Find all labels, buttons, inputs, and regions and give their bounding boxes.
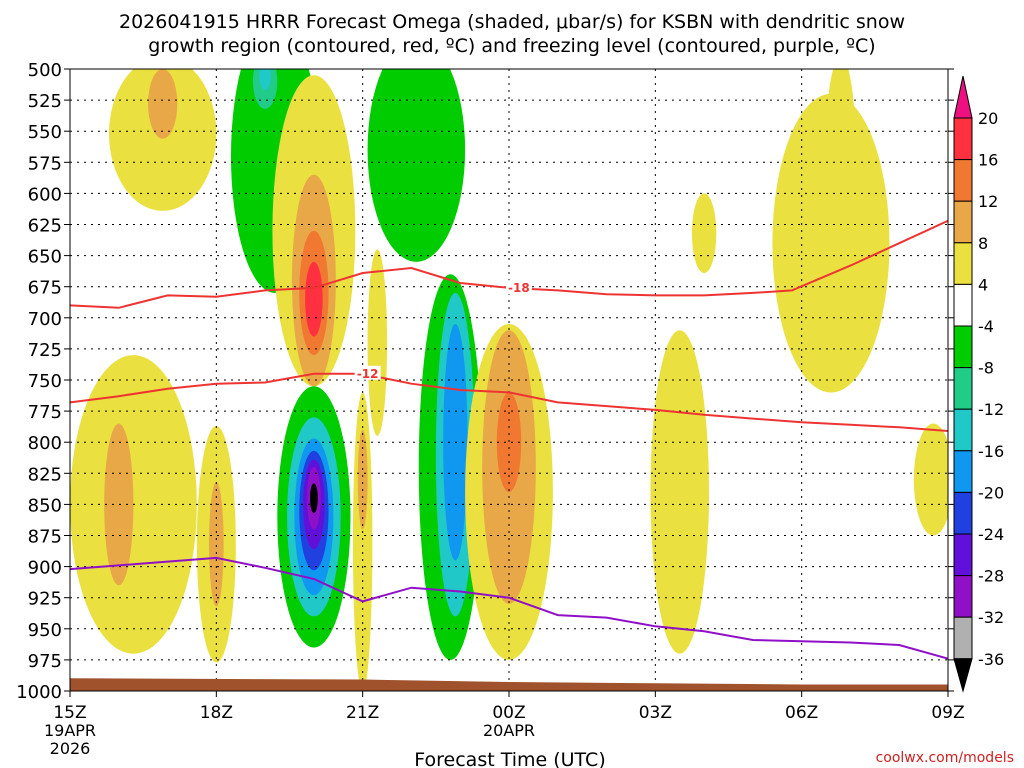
colorbar-swatch-10 (953, 533, 973, 577)
y-tick-label-900: 900 (28, 558, 62, 579)
contour-labels: -18 -12 (354, 280, 532, 381)
colorbar-bottom-arrow (953, 658, 973, 693)
omega-cell-15 (104, 423, 134, 586)
colorbar-label-7: -12 (978, 400, 1004, 419)
colorbar-swatch-7 (953, 408, 973, 452)
y-tick-label-850: 850 (28, 495, 62, 516)
x-tick-label-15Z: 15Z (53, 703, 86, 723)
colorbar-swatch-4 (953, 283, 973, 327)
omega-cell-11 (367, 249, 388, 436)
colorbar-swatch-11 (953, 575, 973, 618)
colorbar-label-9: -20 (978, 483, 1004, 502)
x-tick-label-06Z: 06Z (785, 703, 818, 723)
chart-title-line2: growth region (contoured, red, ºC) and f… (148, 35, 875, 57)
y-tick-label-975: 975 (28, 651, 62, 672)
x-tick-label-21Z: 21Z (346, 703, 379, 723)
colorbar-label-2: 12 (978, 192, 998, 211)
colorbar-label-5: -4 (978, 317, 994, 336)
y-tick-label-575: 575 (28, 153, 62, 174)
colorbar-label-4: 4 (978, 275, 988, 294)
y-axis: 500 525 550 575 600 625 650 675 700 725 750 775 800 8… (16, 60, 954, 703)
omega-cell-12 (352, 392, 373, 691)
x-tick-label-00Z: 00Z (492, 703, 525, 723)
colorbar-label-0: 20 (978, 109, 998, 128)
colorbar-swatch-2 (953, 200, 973, 244)
colorbar-label-3: 8 (978, 234, 988, 253)
y-tick-label-625: 625 (28, 216, 62, 237)
dgz-label--12: -12 (357, 367, 379, 381)
y-tick-label-800: 800 (28, 433, 62, 454)
colorbar-top-arrow (953, 75, 973, 119)
omega-cell-24 (309, 483, 318, 514)
y-tick-label-875: 875 (28, 527, 62, 548)
y-tick-label-600: 600 (28, 184, 62, 205)
x-axis-label: Forecast Time (UTC) (414, 749, 605, 768)
colorbar-label-10: -24 (978, 525, 1004, 544)
colorbar-swatch-1 (953, 159, 973, 202)
colorbar-swatch-0 (953, 117, 973, 161)
omega-cell-0 (109, 69, 217, 211)
y-tick-label-725: 725 (28, 340, 62, 361)
omega-cell-30 (496, 392, 522, 492)
x-tick-sub1-15Z: 19APR (44, 721, 96, 740)
colorbar-swatch-12 (953, 616, 973, 660)
y-tick-label-500: 500 (28, 60, 62, 81)
terrain-band (70, 678, 948, 691)
colorbar-label-13: -36 (978, 650, 1004, 669)
x-tick-label-03Z: 03Z (639, 703, 672, 723)
colorbar-swatch-3 (953, 242, 973, 285)
omega-cell-35 (913, 423, 948, 536)
gridlines (70, 69, 948, 691)
y-tick-label-825: 825 (28, 464, 62, 485)
y-tick-label-775: 775 (28, 402, 62, 423)
colorbar-label-6: -8 (978, 359, 994, 378)
omega-cell-17 (209, 482, 224, 607)
x-tick-label-18Z: 18Z (200, 703, 233, 723)
omega-cell-34 (691, 193, 717, 274)
omega-cell-5 (259, 69, 271, 91)
x-tick-label-09Z: 09Z (931, 703, 964, 723)
x-tick-sub1-00Z: 20APR (483, 721, 535, 740)
y-tick-label-750: 750 (28, 371, 62, 392)
colorbar-swatch-5 (953, 325, 973, 369)
dgz-label-bg--18 (505, 280, 532, 295)
dgz-contour--12 (70, 372, 948, 432)
colorbar-label-8: -16 (978, 442, 1004, 461)
dgz-label-bg--12 (354, 365, 381, 380)
colorbar-swatch-8 (953, 450, 973, 493)
y-tick-label-1000: 1000 (16, 682, 62, 703)
omega-cell-10 (367, 69, 466, 262)
y-tick-label-525: 525 (28, 91, 62, 112)
y-tick-label-700: 700 (28, 309, 62, 330)
omega-shading (70, 69, 948, 691)
y-tick-label-550: 550 (28, 122, 62, 143)
colorbar-label-11: -28 (978, 567, 1004, 586)
freezing-level-line (70, 556, 948, 660)
colorbar-label-1: 16 (978, 151, 998, 170)
colorbar-label-12: -32 (978, 608, 1004, 627)
x-tick-sub2-15Z: 2026 (50, 739, 91, 758)
omega-cell-2 (155, 85, 170, 123)
chart-title-line1: 2026041915 HRRR Forecast Omega (shaded, … (119, 11, 905, 33)
omega-cell-33 (826, 69, 856, 231)
watermark: coolwx.com/models (876, 750, 1014, 766)
colorbar: 20 16 12 8 4 -4 -8 -12 -16 -20 -24 -28 -32 -36 (953, 75, 1004, 693)
dgz-label--18: -18 (508, 281, 530, 295)
y-tick-label-675: 675 (28, 278, 62, 299)
y-tick-label-950: 950 (28, 620, 62, 641)
y-tick-label-650: 650 (28, 247, 62, 268)
omega-cell-31 (650, 330, 709, 654)
colorbar-swatch-9 (953, 491, 973, 535)
colorbar-swatch-6 (953, 367, 973, 410)
omega-cell-9 (305, 261, 323, 337)
omega-cell-13 (357, 429, 368, 530)
y-tick-label-925: 925 (28, 589, 62, 610)
terrain (70, 678, 948, 691)
